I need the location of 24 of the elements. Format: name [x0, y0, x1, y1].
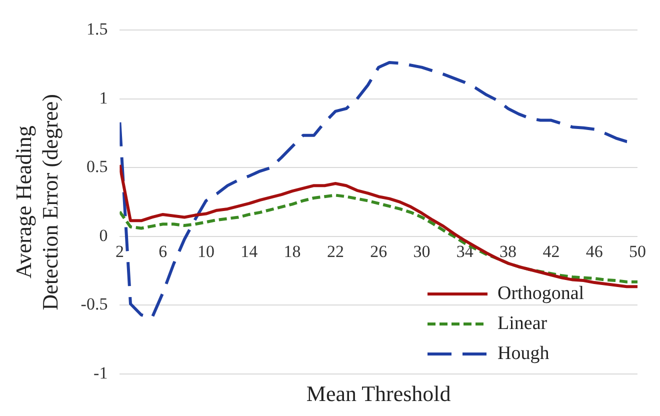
x-tick-label: 10 — [198, 242, 215, 262]
legend-label: Hough — [498, 342, 550, 364]
x-tick-label: 38 — [500, 242, 517, 262]
x-tick-label: 2 — [115, 242, 124, 262]
y-tick-label: 0.5 — [86, 157, 108, 176]
y-axis-title: Average Heading Detection Error (degree) — [10, 94, 62, 310]
x-tick-label: 22 — [326, 242, 344, 262]
x-tick-label: 26 — [370, 242, 388, 262]
y-tick-label: 1 — [99, 88, 108, 108]
x-tick-label: 14 — [240, 242, 258, 262]
x-tick-label: 6 — [158, 242, 168, 262]
y-tick-label: 1.5 — [86, 20, 108, 39]
y-tick-label: 0 — [99, 226, 108, 245]
x-tick-label: 50 — [629, 242, 646, 262]
x-tick-label: 30 — [413, 242, 430, 262]
legend-label: Linear — [498, 312, 548, 334]
legend-label: Orthogonal — [498, 282, 584, 304]
y-tick-label: -1 — [94, 363, 108, 382]
x-tick-label: 46 — [586, 242, 603, 262]
y-tick-label: -0.5 — [80, 294, 108, 314]
x-tick-label: 18 — [284, 242, 301, 262]
x-tick-label: 42 — [542, 242, 560, 262]
x-axis-title: Mean Threshold — [306, 380, 451, 406]
x-tick-label: 34 — [456, 242, 474, 262]
